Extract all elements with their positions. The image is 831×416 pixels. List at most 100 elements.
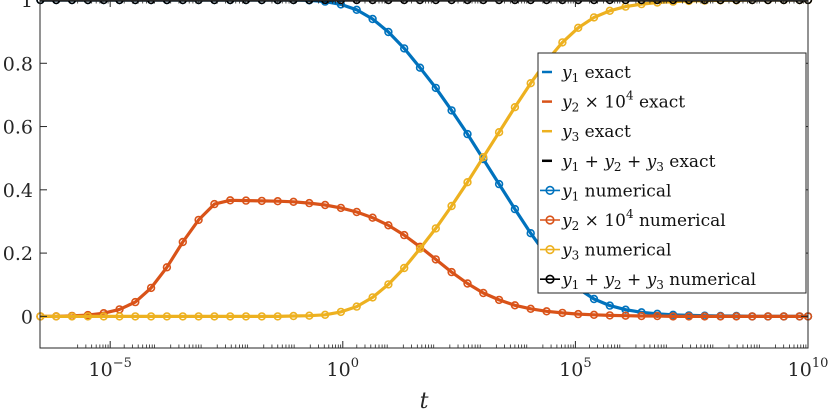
data-point-y2 bbox=[621, 311, 630, 320]
data-point-y3 bbox=[273, 312, 282, 321]
data-point-sum bbox=[368, 0, 377, 5]
legend-swatch-marker bbox=[545, 274, 555, 284]
data-point-sum bbox=[115, 0, 124, 5]
plot-frame bbox=[39, 0, 809, 349]
data-point-y3 bbox=[146, 312, 156, 321]
legend-label: y1​ + y2​ + y3​ exact bbox=[561, 152, 716, 174]
data-point-y3 bbox=[463, 178, 472, 187]
data-point-sum bbox=[99, 0, 108, 5]
data-point-sum bbox=[494, 0, 504, 5]
data-point-y1 bbox=[384, 27, 393, 37]
data-point-y2 bbox=[431, 255, 440, 264]
data-point-y2 bbox=[447, 267, 456, 277]
data-point-y3 bbox=[178, 312, 188, 321]
data-point-sum bbox=[384, 0, 393, 5]
data-point-y1 bbox=[400, 44, 409, 53]
data-point-y2 bbox=[605, 311, 614, 320]
data-point-y3 bbox=[162, 312, 172, 321]
data-point-y3 bbox=[241, 312, 251, 321]
data-point-sum bbox=[447, 0, 456, 5]
data-point-y3 bbox=[305, 311, 314, 320]
data-point-sum bbox=[305, 0, 314, 5]
y-tick-label: 0.8 bbox=[3, 53, 33, 75]
tick-layer: 0 0.2 0.4 0.6 0.8 1 10−5 100 105 1010 bbox=[3, 0, 829, 381]
data-point-sum bbox=[574, 0, 583, 5]
legend-box bbox=[537, 52, 807, 294]
data-point-y2 bbox=[162, 263, 172, 272]
y-tick-label: 0 bbox=[21, 306, 33, 328]
data-point-y1 bbox=[463, 129, 472, 139]
data-point-y2 bbox=[700, 312, 709, 321]
data-point-y3 bbox=[320, 310, 330, 319]
data-point-y3 bbox=[67, 312, 77, 321]
data-point-sum bbox=[431, 0, 440, 5]
series-layer bbox=[36, 0, 813, 321]
axes-frame bbox=[39, 0, 809, 349]
data-point-y3 bbox=[400, 263, 409, 273]
data-point-y2 bbox=[352, 207, 361, 217]
data-point-y2 bbox=[526, 304, 535, 313]
data-point-sum bbox=[637, 0, 646, 5]
data-point-y1 bbox=[352, 5, 361, 15]
data-point-y2 bbox=[716, 312, 725, 321]
data-point-sum bbox=[226, 0, 235, 5]
data-point-sum bbox=[763, 0, 773, 5]
y-tick-label: 1 bbox=[21, 0, 33, 12]
data-point-y3 bbox=[51, 312, 61, 321]
data-point-sum bbox=[558, 0, 567, 5]
data-point-y2 bbox=[273, 197, 282, 206]
data-point-sum bbox=[52, 0, 61, 5]
data-point-y3 bbox=[194, 312, 203, 321]
data-point-y1 bbox=[431, 83, 440, 93]
data-point-y3 bbox=[226, 312, 235, 321]
data-point-y2 bbox=[732, 312, 741, 321]
legend-swatch-marker bbox=[545, 215, 555, 225]
data-point-y3 bbox=[447, 201, 456, 211]
x-axis-title: t bbox=[420, 389, 429, 414]
data-point-sum bbox=[795, 0, 804, 5]
data-point-y3 bbox=[131, 312, 140, 321]
data-point-sum bbox=[526, 0, 535, 5]
x-tick-label: 105 bbox=[559, 356, 591, 381]
data-point-sum bbox=[257, 0, 266, 5]
data-point-y2 bbox=[779, 312, 788, 321]
legend: y1​ exact y2​ × 104​ exact y3​ exact y1​ + … bbox=[537, 52, 807, 294]
data-point-y2 bbox=[146, 283, 156, 293]
data-point-sum bbox=[67, 0, 77, 5]
data-point-y3 bbox=[415, 244, 425, 253]
data-point-sum bbox=[479, 0, 488, 5]
data-point-y2 bbox=[305, 198, 314, 208]
data-point-sum bbox=[415, 0, 425, 5]
data-point-y1 bbox=[605, 301, 614, 310]
data-point-y2 bbox=[747, 312, 757, 321]
data-point-y3 bbox=[510, 102, 520, 112]
data-point-y3 bbox=[115, 312, 124, 321]
data-point-y3 bbox=[257, 312, 266, 321]
data-point-y3 bbox=[573, 23, 583, 32]
data-point-y2 bbox=[763, 312, 773, 321]
data-point-y3 bbox=[99, 312, 108, 321]
data-point-y1 bbox=[494, 179, 504, 189]
data-point-y3 bbox=[526, 78, 535, 88]
y-tick-label: 0.6 bbox=[3, 117, 33, 139]
data-point-sum bbox=[653, 0, 662, 5]
data-point-sum bbox=[621, 0, 630, 5]
data-point-y2 bbox=[320, 200, 330, 210]
data-point-sum bbox=[400, 0, 409, 5]
data-point-y1 bbox=[589, 294, 599, 304]
data-point-y3 bbox=[589, 13, 599, 22]
data-point-y2 bbox=[400, 230, 409, 240]
x-tick-label: 1010 bbox=[788, 356, 829, 381]
data-point-y2 bbox=[226, 196, 235, 205]
legend-label: y3​ exact bbox=[561, 122, 631, 144]
data-point-y1 bbox=[368, 14, 377, 24]
data-point-sum bbox=[463, 0, 472, 5]
data-point-y2 bbox=[542, 307, 551, 316]
data-point-sum bbox=[589, 0, 599, 5]
data-point-y2 bbox=[336, 203, 346, 213]
legend-label: y1​ numerical bbox=[561, 181, 671, 203]
data-point-y3 bbox=[479, 153, 488, 162]
legend-label: y3​ numerical bbox=[561, 241, 671, 263]
data-point-sum bbox=[146, 0, 156, 5]
x-tick-label: 10−5 bbox=[89, 356, 132, 381]
